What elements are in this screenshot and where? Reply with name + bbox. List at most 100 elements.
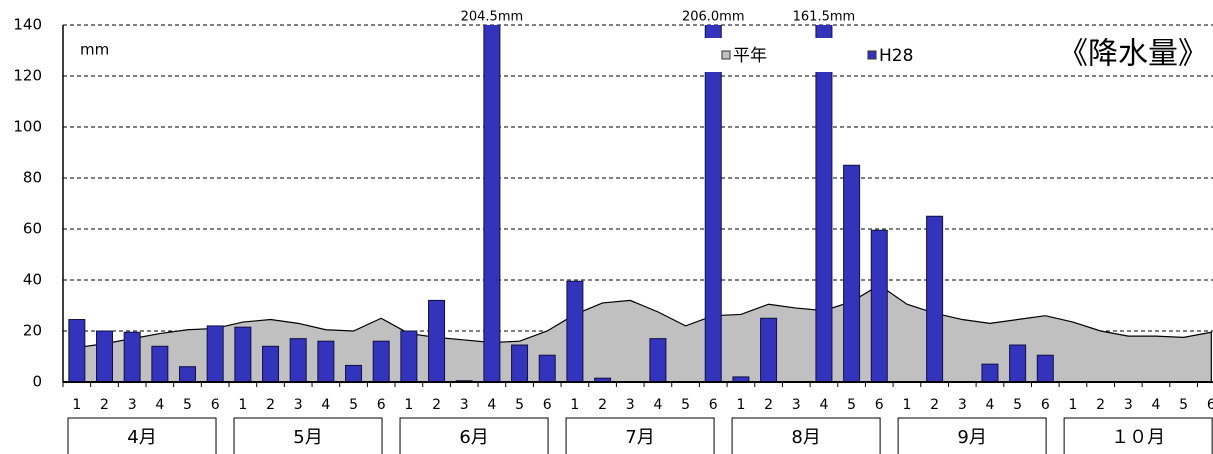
x-tick-label: 5 — [183, 397, 192, 413]
bar — [179, 366, 197, 382]
x-tick-label: 5 — [515, 397, 524, 413]
x-tick-label: 5 — [349, 397, 358, 413]
bar — [566, 280, 584, 382]
bar — [981, 363, 999, 382]
y-tick-label: 100 — [13, 118, 42, 136]
bar — [151, 345, 169, 382]
x-tick-label: 5 — [847, 397, 856, 413]
y-tick-label: 40 — [23, 271, 42, 289]
chart-title: 《降水量》 — [1058, 37, 1208, 72]
bar — [815, 25, 833, 382]
x-tick-label: 2 — [432, 397, 441, 413]
x-tick-label: 1 — [404, 397, 413, 413]
month-box — [233, 417, 383, 454]
month-label: 8月 — [791, 427, 820, 448]
x-tick-label: 3 — [958, 397, 967, 413]
x-tick-label: 1 — [1068, 397, 1077, 413]
x-tick-label: 4 — [155, 397, 164, 413]
month-label: 6月 — [459, 427, 488, 448]
x-tick-label: 1 — [238, 397, 247, 413]
x-tick-label: 4 — [321, 397, 330, 413]
legend-label: 平年 — [733, 46, 767, 66]
x-tick-label: 3 — [626, 397, 635, 413]
x-tick-label: 3 — [460, 397, 469, 413]
x-tick-label: 4 — [653, 397, 662, 413]
value-label: 204.5mm — [461, 10, 524, 25]
legend-swatch — [721, 50, 731, 60]
month-label: 4月 — [127, 427, 156, 448]
x-tick-label: 2 — [1096, 397, 1105, 413]
x-tick-label: 1 — [736, 397, 745, 413]
x-tick-label: 5 — [1013, 397, 1022, 413]
month-box — [731, 417, 881, 454]
y-tick-label: 20 — [23, 322, 42, 340]
x-tick-label: 6 — [709, 397, 718, 413]
x-tick-label: 1 — [902, 397, 911, 413]
y-tick-label: 120 — [13, 67, 42, 85]
y-tick-label: 0 — [32, 373, 42, 391]
value-label: 206.0mm — [682, 10, 745, 25]
y-tick-label: 140 — [13, 16, 42, 34]
bar — [206, 325, 224, 382]
x-tick-label: 4 — [1152, 397, 1161, 413]
x-tick-label: 6 — [211, 397, 220, 413]
bar — [926, 215, 944, 382]
bar — [123, 331, 141, 382]
month-box — [565, 417, 715, 454]
x-tick-label: 6 — [543, 397, 552, 413]
y-tick-label: 80 — [23, 169, 42, 187]
x-tick-label: 5 — [1179, 397, 1188, 413]
y-tick-label: 60 — [23, 220, 42, 238]
month-label: １０月 — [1111, 427, 1165, 448]
x-tick-label: 2 — [100, 397, 109, 413]
bar — [289, 338, 307, 382]
legend-swatch — [867, 50, 877, 60]
bar — [400, 330, 418, 382]
bar — [68, 319, 86, 382]
x-tick-label: 5 — [681, 397, 690, 413]
x-tick-label: 6 — [1041, 397, 1050, 413]
bar — [317, 340, 335, 382]
month-box — [1063, 417, 1213, 454]
bar — [96, 330, 114, 382]
x-tick-label: 1 — [570, 397, 579, 413]
month-box — [897, 417, 1047, 454]
x-tick-label: 2 — [266, 397, 275, 413]
bar — [538, 354, 556, 382]
x-tick-label: 3 — [1124, 397, 1133, 413]
bar — [345, 364, 363, 382]
month-label: 5月 — [293, 427, 322, 448]
month-box — [67, 417, 217, 454]
x-tick-label: 6 — [875, 397, 884, 413]
x-tick-label: 4 — [985, 397, 994, 413]
month-label: 9月 — [957, 427, 986, 448]
value-label: 161.5mm — [793, 10, 856, 25]
x-tick-label: 6 — [1207, 397, 1213, 413]
bar — [483, 25, 501, 382]
x-tick-label: 4 — [487, 397, 496, 413]
bar — [372, 340, 390, 382]
x-tick-label: 3 — [128, 397, 137, 413]
x-tick-label: 2 — [598, 397, 607, 413]
bar — [1036, 354, 1054, 382]
x-tick-label: 4 — [819, 397, 828, 413]
bar — [843, 164, 861, 382]
bar — [428, 299, 446, 382]
bar — [262, 345, 280, 382]
month-label: 7月 — [625, 427, 654, 448]
y-unit-label: mm — [80, 41, 109, 59]
x-tick-label: 1 — [72, 397, 81, 413]
bar — [760, 317, 778, 382]
x-tick-label: 3 — [294, 397, 303, 413]
bar — [649, 338, 667, 382]
month-box — [399, 417, 549, 454]
x-tick-label: 2 — [764, 397, 773, 413]
x-tick-label: 2 — [930, 397, 939, 413]
bar — [511, 344, 529, 382]
bar — [1009, 344, 1027, 382]
bar — [870, 229, 888, 382]
bar — [234, 326, 252, 382]
x-tick-label: 3 — [792, 397, 801, 413]
legend-label: H28 — [879, 46, 913, 66]
